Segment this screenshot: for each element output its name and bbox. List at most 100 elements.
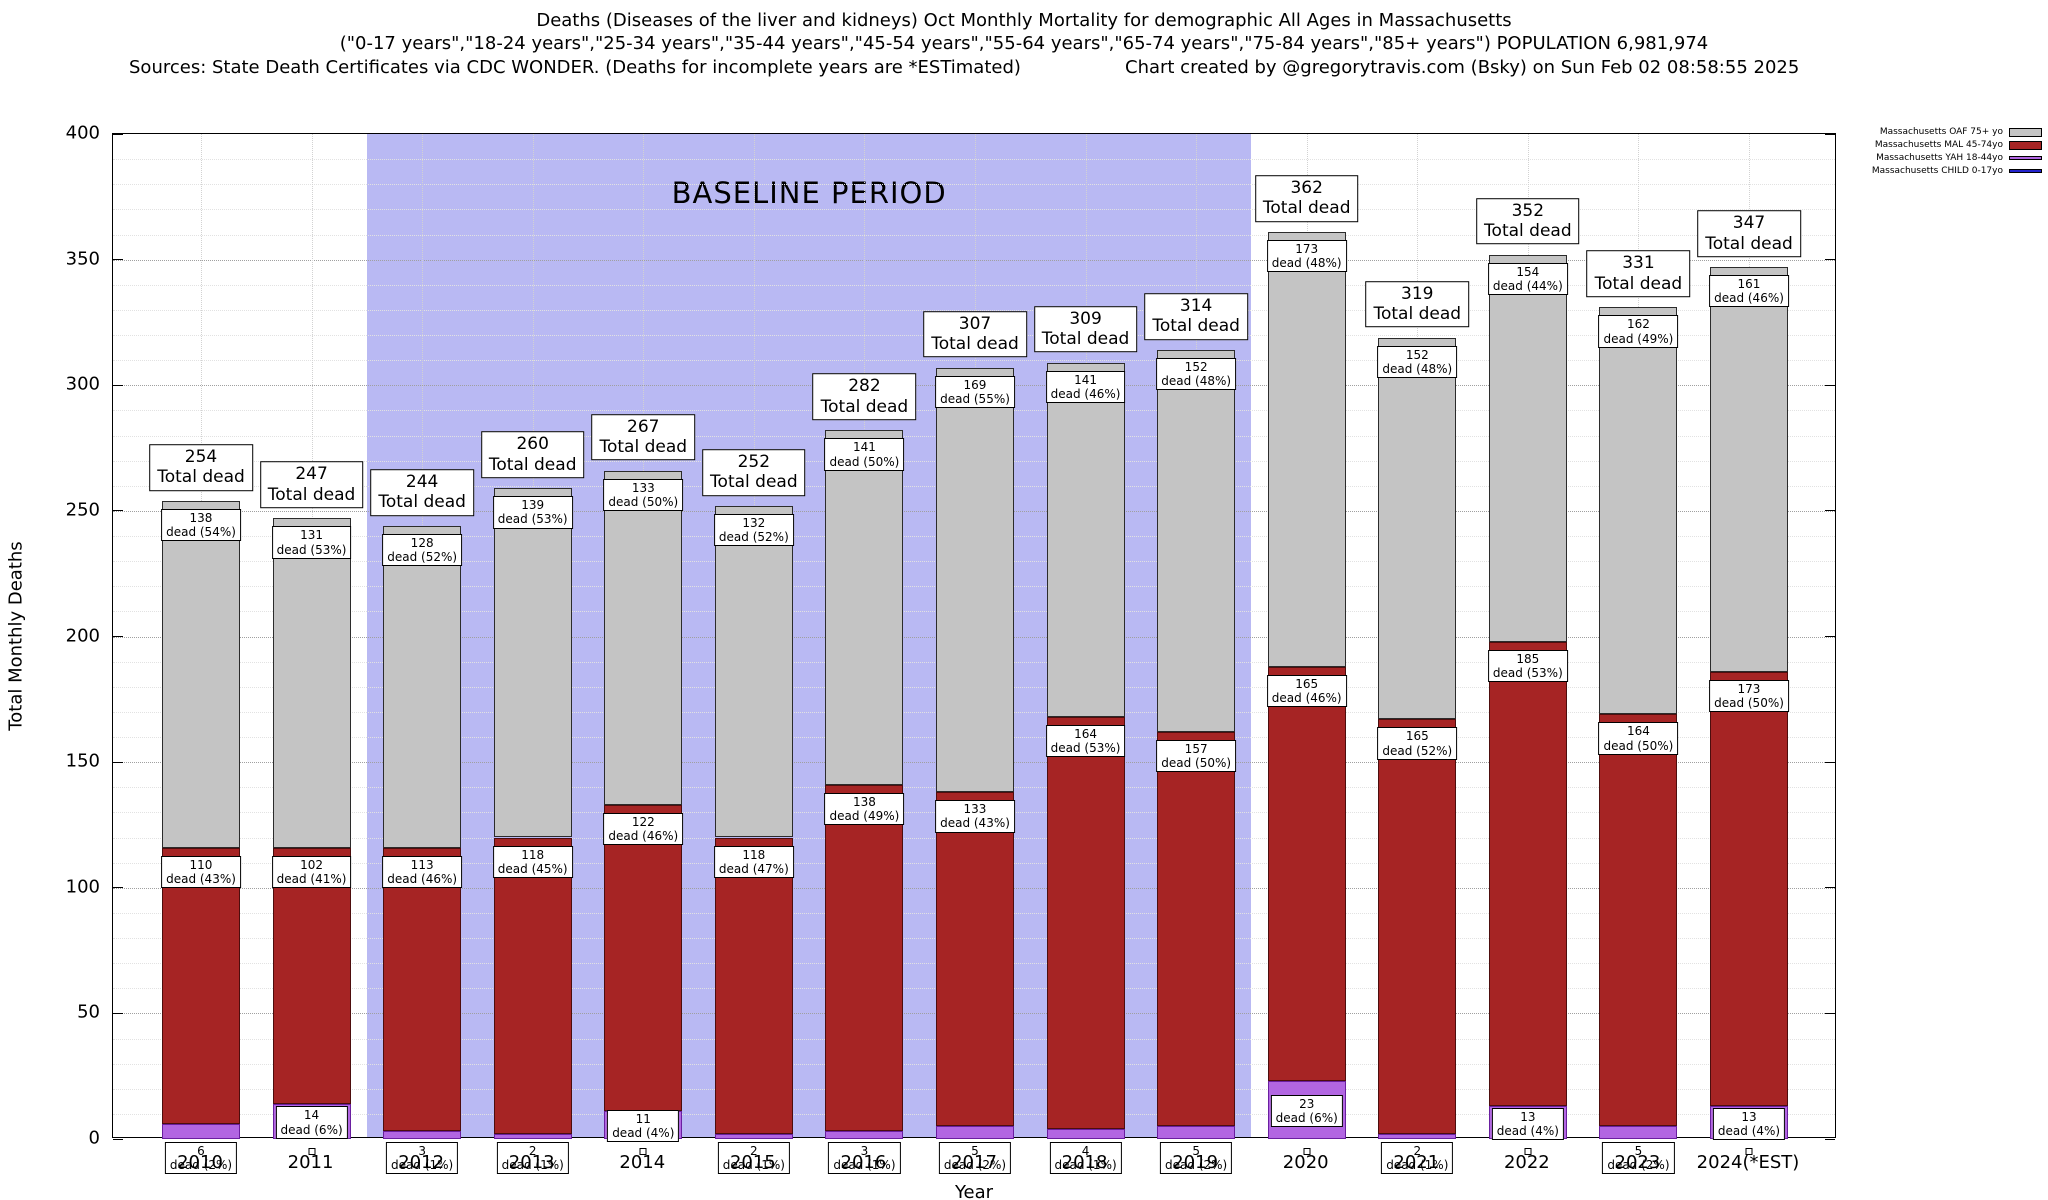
segment-label-oaf-text: 169 [963, 377, 987, 392]
segment-label-yah: 3 dead (1%) [386, 1142, 459, 1175]
segment-label-mal: 122 dead (46%) [603, 812, 684, 846]
segment-label-yah-text: dead (1%) [391, 1158, 454, 1173]
total-dead-label-text: 347 [1732, 213, 1766, 234]
y-tick-label: 0 [88, 1127, 100, 1149]
total-dead-label: 307 Total dead [923, 310, 1027, 358]
bar-segment-oaf [1488, 254, 1567, 642]
bar-segment-oaf [825, 430, 904, 785]
total-dead-label-text: 254 [184, 447, 218, 468]
segment-label-yah-text: 14 [303, 1108, 320, 1123]
total-dead-label: 247 Total dead [259, 461, 364, 509]
y-tick-label: 400 [65, 122, 100, 144]
segment-label-mal-text: 164 [1626, 724, 1650, 739]
segment-label-mal-text: dead (43%) [940, 816, 1010, 831]
bar-segment-oaf [604, 470, 683, 805]
total-dead-label-text: 307 [958, 313, 992, 334]
total-dead-label-text: 314 [1179, 296, 1213, 317]
y-major-gridline [113, 259, 1835, 261]
y-tick-mark [113, 510, 123, 512]
chart-subtitle: ("0-17 years","18-24 years","25-34 years… [339, 33, 1709, 54]
segment-label-mal-text: 133 [963, 802, 987, 817]
segment-label-yah: 2 dead (1%) [496, 1142, 569, 1175]
y-tick-mark-right [1825, 761, 1835, 763]
segment-label-mal-text: dead (53%) [1492, 665, 1563, 680]
segment-label-mal-text: dead (46%) [1271, 690, 1342, 705]
label-anchor-marker [1303, 1148, 1311, 1155]
y-tick-mark-right [1825, 510, 1835, 512]
legend-swatch [2009, 156, 2042, 160]
bar-segment-mal [714, 837, 793, 1134]
segment-label-oaf: 139 dead (53%) [492, 496, 573, 529]
bar-segment-oaf [936, 367, 1014, 793]
total-dead-label-text: Total dead [1594, 273, 1683, 294]
baseline-period-label: BASELINE PERIOD [671, 176, 947, 210]
chart-sources-note: Sources: State Death Certificates via CD… [129, 57, 1021, 78]
segment-label-yah-text: 5 [1634, 1144, 1643, 1158]
segment-label-yah-text: dead (1%) [1386, 1158, 1449, 1173]
segment-label-yah-text: 5 [971, 1144, 979, 1158]
bar-segment-yah [1599, 1126, 1678, 1139]
segment-label-mal: 173 dead (50%) [1709, 679, 1789, 712]
segment-label-yah-text: 11 [635, 1112, 651, 1127]
total-dead-label: 267 Total dead [591, 413, 696, 461]
total-dead-label-text: Total dead [488, 454, 577, 475]
segment-label-yah: 13 dead (4%) [1712, 1107, 1786, 1140]
bar-segment-oaf [714, 505, 793, 838]
segment-label-mal: 133 dead (43%) [935, 800, 1015, 833]
segment-label-oaf: 173 dead (48%) [1266, 239, 1347, 273]
y-minor-gridline [113, 309, 1835, 311]
bar-segment-mal [1378, 719, 1457, 1134]
x-tick-label: 2015 [729, 1152, 776, 1173]
bar-segment-mal [1157, 731, 1236, 1127]
total-dead-label-text: Total dead [931, 334, 1019, 355]
bar-segment-yah [936, 1126, 1014, 1139]
total-dead-label-text: 247 [295, 464, 328, 485]
label-anchor-marker [308, 1148, 316, 1155]
total-dead-label-text: 309 [1069, 308, 1102, 329]
segment-label-oaf: 154 dead (44%) [1487, 262, 1568, 295]
bar-segment-oaf [1710, 267, 1788, 672]
bar-segment-yah [383, 1131, 462, 1139]
segment-label-mal-text: dead (45%) [497, 861, 568, 876]
segment-label-oaf-text: dead (44%) [1492, 278, 1563, 293]
x-tick-label: 2016 [840, 1152, 887, 1173]
segment-label-oaf: 128 dead (52%) [382, 533, 463, 567]
x-tick-label: 2024(*EST) [1696, 1152, 1800, 1173]
y-tick-mark-right [1825, 1012, 1835, 1014]
segment-label-mal: 165 dead (52%) [1377, 727, 1458, 760]
y-tick-mark-right [1825, 1138, 1835, 1140]
y-tick-mark [113, 761, 123, 763]
segment-label-oaf-text: dead (48%) [1271, 256, 1342, 271]
y-tick-mark [113, 1138, 123, 1140]
segment-label-oaf-text: 131 [300, 528, 324, 543]
segment-label-yah-text: dead (4%) [1717, 1123, 1781, 1138]
y-tick-mark-right [1825, 259, 1835, 261]
total-dead-label: 331 Total dead [1586, 250, 1691, 298]
segment-label-mal-text: dead (41%) [276, 871, 347, 886]
total-dead-label-text: 252 [737, 452, 771, 473]
bar-segment-mal [1599, 714, 1678, 1127]
y-tick-label: 350 [65, 248, 100, 270]
total-dead-label-text: 352 [1511, 200, 1545, 221]
segment-label-oaf-text: 154 [1516, 264, 1540, 279]
y-tick-mark [113, 887, 123, 889]
segment-label-yah: 2 dead (1%) [717, 1142, 790, 1175]
bar-segment-mal [1046, 716, 1125, 1129]
segment-label-yah-text: 4 [1081, 1144, 1090, 1158]
x-tick-label: 2012 [398, 1152, 445, 1173]
segment-label-oaf-text: dead (53%) [276, 542, 347, 557]
segment-label-yah-text: 3 [860, 1144, 869, 1158]
segment-label-oaf-text: dead (50%) [829, 454, 900, 469]
segment-label-yah-text: 6 [197, 1144, 205, 1158]
segment-label-yah-text: dead (1%) [1054, 1158, 1117, 1173]
segment-label-mal-text: dead (47%) [718, 861, 789, 876]
bar-segment-mal [1710, 671, 1788, 1107]
segment-label-oaf-text: dead (54%) [166, 524, 236, 539]
total-dead-label: 244 Total dead [370, 469, 474, 516]
segment-label-oaf-text: 132 [742, 515, 766, 530]
legend-row: Massachusetts MAL 45-74yo [1872, 139, 2042, 151]
total-dead-label: 352 Total dead [1476, 197, 1580, 245]
total-dead-label-text: 267 [627, 416, 660, 437]
y-minor-gridline [113, 209, 1835, 211]
segment-label-mal: 118 dead (45%) [492, 845, 573, 878]
